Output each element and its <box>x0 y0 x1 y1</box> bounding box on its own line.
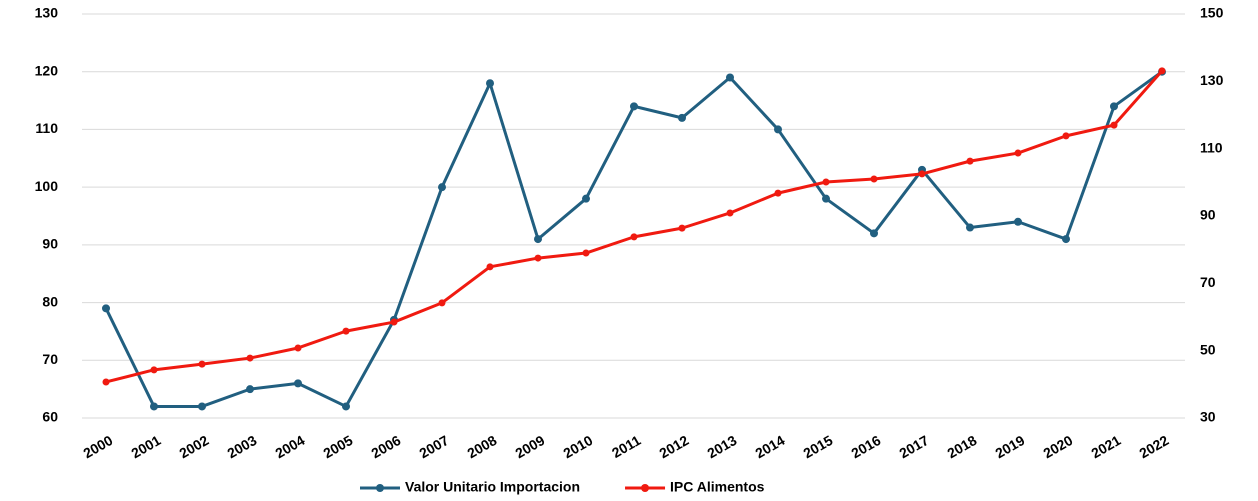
point <box>1158 67 1166 75</box>
point <box>630 233 638 241</box>
x-tick-label: 2001 <box>128 432 163 462</box>
point <box>198 402 206 411</box>
point <box>102 304 110 313</box>
point <box>438 183 446 192</box>
point <box>918 170 926 178</box>
x-tick-label: 2014 <box>752 432 787 462</box>
point <box>966 157 974 165</box>
point <box>1110 102 1118 111</box>
x-tick-label: 2005 <box>320 432 355 462</box>
point <box>582 194 590 203</box>
y-tick-label: 100 <box>35 178 59 194</box>
point <box>822 178 830 186</box>
y-tick-label: 130 <box>35 5 59 21</box>
point <box>1110 121 1118 129</box>
y2-tick-label: 130 <box>1200 72 1224 88</box>
x-tick-label: 2012 <box>656 432 691 462</box>
point <box>294 379 302 388</box>
x-tick-label: 2019 <box>992 432 1027 462</box>
point <box>246 385 254 394</box>
point <box>294 344 302 352</box>
point <box>822 194 830 203</box>
x-tick-label: 2016 <box>848 432 883 462</box>
x-tick-label: 2013 <box>704 432 739 462</box>
legend-item: Valor Unitario Importacion <box>360 479 580 495</box>
point <box>150 366 158 374</box>
x-tick-label: 2015 <box>800 432 835 462</box>
y-tick-label: 90 <box>42 236 58 252</box>
y-tick-label: 110 <box>35 120 58 136</box>
point <box>246 354 254 362</box>
x-tick-label: 2002 <box>176 432 211 462</box>
legend-label: IPC Alimentos <box>670 479 765 495</box>
x-tick-label: 2003 <box>224 432 259 462</box>
legend-marker <box>376 484 384 492</box>
y-tick-label: 80 <box>42 293 58 309</box>
x-tick-label: 2020 <box>1040 432 1075 462</box>
point <box>870 229 878 238</box>
y2-tick-label: 50 <box>1200 341 1216 357</box>
point <box>966 223 974 232</box>
legend-marker <box>641 484 650 492</box>
point <box>198 360 206 368</box>
point <box>390 318 398 326</box>
point <box>150 402 158 411</box>
point <box>678 113 686 122</box>
x-tick-label: 2000 <box>80 432 115 462</box>
y2-tick-label: 70 <box>1200 274 1216 290</box>
point <box>774 125 782 134</box>
point <box>342 327 350 335</box>
point <box>102 378 110 386</box>
point <box>534 235 542 244</box>
legend-label: Valor Unitario Importacion <box>405 479 580 495</box>
legend-item: IPC Alimentos <box>625 479 765 495</box>
point <box>1062 235 1070 244</box>
y2-tick-label: 150 <box>1200 5 1224 21</box>
point <box>630 102 638 111</box>
point <box>486 79 494 88</box>
y2-tick-label: 90 <box>1200 207 1216 223</box>
y2-tick-label: 110 <box>1200 139 1223 155</box>
y-tick-label: 70 <box>42 351 58 367</box>
x-tick-label: 2018 <box>944 432 979 462</box>
x-tick-label: 2021 <box>1088 432 1123 462</box>
y-tick-label: 120 <box>35 62 59 78</box>
x-tick-label: 2017 <box>896 432 931 462</box>
x-tick-label: 2022 <box>1136 432 1171 462</box>
point <box>1014 149 1022 157</box>
point <box>678 224 686 232</box>
x-tick-label: 2008 <box>464 432 499 462</box>
x-tick-label: 2011 <box>609 432 643 461</box>
point <box>774 189 782 197</box>
y2-tick-label: 30 <box>1200 409 1216 425</box>
point <box>870 175 878 183</box>
y-tick-label: 60 <box>42 409 58 425</box>
series-line <box>105 69 1164 384</box>
point <box>534 254 542 262</box>
x-tick-label: 2004 <box>272 432 307 462</box>
point <box>1014 217 1022 226</box>
point <box>726 209 734 217</box>
point <box>1062 132 1070 140</box>
x-tick-label: 2006 <box>368 432 403 462</box>
point <box>438 299 446 307</box>
x-tick-label: 2010 <box>560 432 595 462</box>
point <box>342 402 350 411</box>
point <box>726 73 734 82</box>
x-tick-label: 2007 <box>416 432 451 462</box>
point <box>582 249 590 257</box>
x-tick-label: 2009 <box>512 432 547 462</box>
point <box>486 263 494 271</box>
